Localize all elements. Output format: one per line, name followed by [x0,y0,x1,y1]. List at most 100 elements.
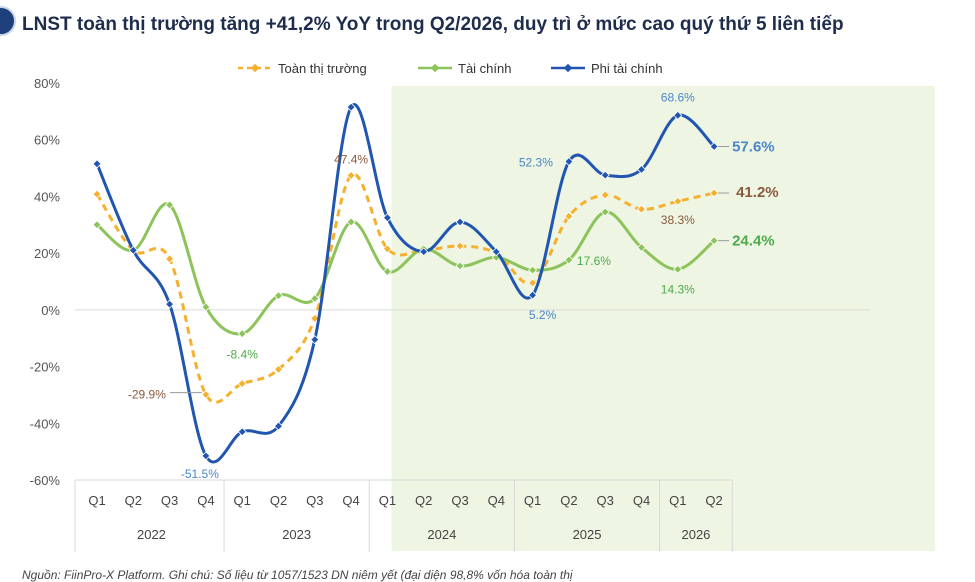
y-tick-label: -60% [30,473,61,488]
data-point [600,190,610,200]
x-tick-label: Q3 [306,493,323,508]
y-tick-label: -20% [30,360,61,375]
data-point [564,255,574,265]
year-label: 2025 [573,527,602,542]
data-point [165,299,175,309]
data-point [382,213,392,223]
data-point [346,102,356,112]
data-point [310,293,320,304]
data-label: -8.4% [227,348,259,362]
x-tick-label: Q3 [161,493,178,508]
data-point [273,291,284,301]
data-point [310,313,320,323]
data-point [455,241,465,251]
data-point [455,261,465,271]
x-tick-label: Q2 [415,493,432,508]
data-point [673,110,683,120]
highlight-band [391,86,935,551]
data-point [419,247,429,257]
data-point [528,278,538,288]
data-point [310,335,320,345]
x-tick-label: Q4 [197,493,214,508]
data-point [165,254,175,264]
data-point [92,189,102,199]
data-point [237,379,247,389]
x-tick-label: Q1 [379,493,396,508]
y-tick-label: -40% [30,416,61,431]
data-point [382,244,392,254]
data-point [273,421,284,431]
data-point [673,264,683,274]
data-point [636,164,647,175]
data-point [201,302,211,312]
x-tick-label: Q2 [705,493,722,508]
data-point [92,159,102,169]
x-tick-label: Q1 [669,493,686,508]
data-label: 17.6% [577,254,611,268]
chart-title: LNST toàn thị trường tăng +41,2% YoY tro… [22,14,844,35]
data-point [709,141,719,152]
source-note: Nguồn: FiinPro-X Platform. Ghi chú: Số l… [22,568,573,582]
x-tick-label: Q4 [488,493,505,508]
data-point [491,247,501,257]
x-tick-label: Q3 [597,493,614,508]
year-label: 2024 [427,527,456,542]
data-point [709,236,719,246]
data-point [201,451,211,461]
data-label: -29.9% [128,388,166,402]
data-point [564,157,574,167]
x-tick-label: Q3 [451,493,468,508]
data-point [237,427,247,437]
data-point [128,245,138,255]
data-label: 5.2% [529,308,557,322]
legend-marker [430,63,440,73]
data-point [709,188,719,198]
data-point [673,196,683,206]
y-tick-label: 80% [34,76,60,91]
data-label: 57.6% [732,139,775,156]
data-point [564,211,574,221]
x-tick-label: Q1 [524,493,541,508]
data-label: 47.4% [334,152,368,166]
data-point [382,267,392,277]
data-label: 14.3% [661,282,695,296]
x-tick-label: Q2 [125,493,142,508]
data-point [201,390,211,400]
data-point [528,265,538,275]
data-point [165,200,175,210]
data-point [237,329,247,339]
year-label: 2023 [282,527,311,542]
year-label: 2022 [137,527,166,542]
x-tick-label: Q2 [270,493,287,508]
legend-marker [250,63,260,73]
legend-label: Phi tài chính [591,61,663,76]
data-point [600,170,610,180]
data-label: 68.6% [661,90,695,104]
data-point [455,217,465,227]
legend-label: Tài chính [458,61,511,76]
data-label: 38.3% [661,213,695,227]
data-label: 24.4% [732,233,775,250]
legend-label: Toàn thị trường [278,61,367,76]
legend-marker [563,63,573,73]
data-point [528,290,538,300]
data-point [636,204,647,214]
x-tick-label: Q4 [342,493,359,508]
y-tick-label: 20% [34,246,60,261]
data-label: -51.5% [181,467,219,481]
data-point [92,220,102,230]
x-tick-label: Q2 [560,493,577,508]
y-tick-label: 40% [34,189,60,204]
y-tick-label: 0% [41,303,60,318]
data-point [273,364,284,374]
year-label: 2026 [681,527,710,542]
data-point [636,242,647,252]
data-label: 52.3% [519,156,553,170]
data-point [346,217,356,227]
x-tick-label: Q4 [633,493,650,508]
data-label: 41.2% [736,184,779,201]
series-line [95,103,716,464]
y-tick-label: 60% [34,133,60,148]
x-tick-label: Q1 [234,493,251,508]
